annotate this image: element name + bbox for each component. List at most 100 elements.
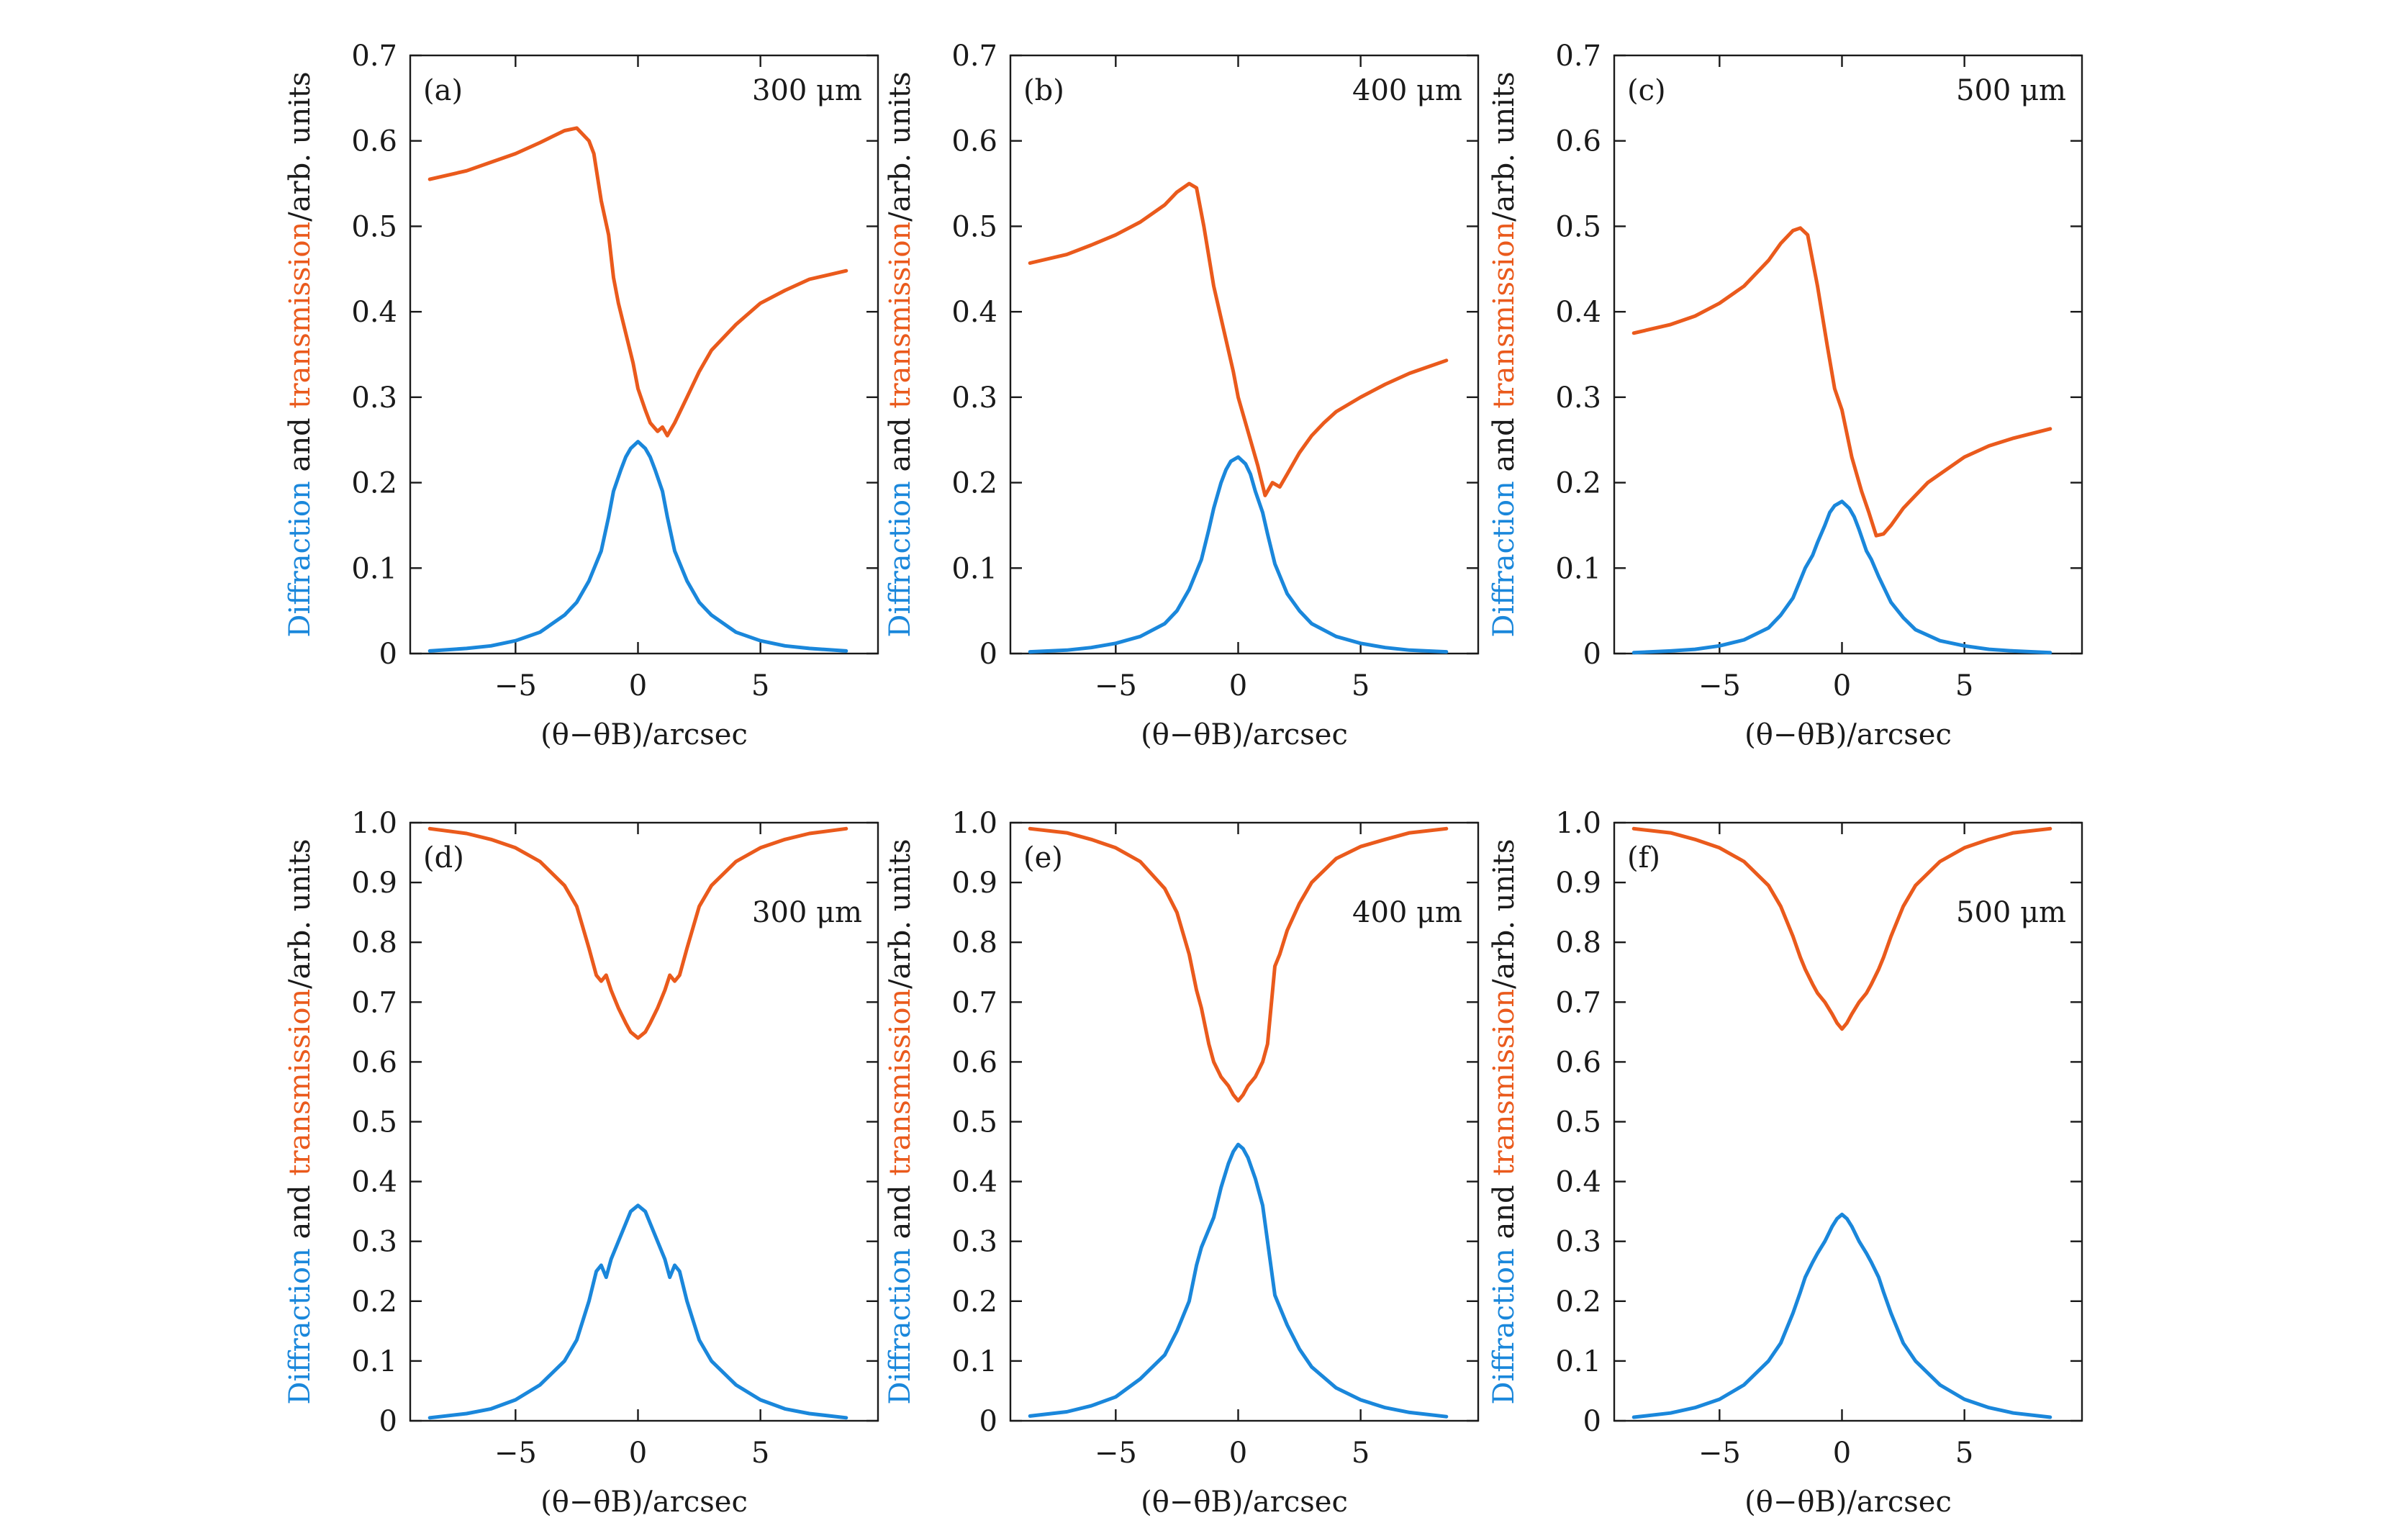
thickness-label: 500 μm	[1956, 896, 2066, 929]
y-label-and: and	[884, 1176, 917, 1249]
thickness-label: 400 μm	[1352, 74, 1462, 107]
chart-panel-4: 0 0.1 0.2 0.3 0.4 0.5 0.6 0.7 0.8 0.9 1.0 −5 0 5(θ−θB…	[284, 807, 879, 1519]
x-tick-label: −5	[1698, 1437, 1741, 1470]
y-tick-label: 0.2	[351, 467, 397, 500]
diffraction-curve	[1631, 1212, 2052, 1419]
y-label-and: and	[1488, 1176, 1521, 1249]
diffraction-curve	[1631, 500, 2052, 655]
y-label-and: and	[284, 1176, 317, 1249]
y-label-diffraction: Diffraction	[884, 481, 917, 637]
y-label-transmission: transmission	[284, 222, 317, 409]
y-label-units: /arb. units	[1488, 839, 1521, 988]
y-tick-label: 0.8	[1555, 926, 1601, 959]
x-tick-label: 5	[751, 669, 769, 702]
y-axis-label: Diffraction and transmission/arb. units	[1488, 71, 1521, 637]
plot-frame	[1613, 54, 2083, 655]
y-axis-label: Diffraction and transmission/arb. units	[884, 71, 917, 637]
y-tick-label: 0.1	[951, 552, 997, 585]
y-label-units: /arb. units	[284, 839, 317, 988]
panel-label: (f)	[1627, 841, 1660, 875]
diffraction-curve	[1028, 455, 1449, 654]
y-tick-label: 0.1	[1555, 1345, 1601, 1378]
x-tick-label: 5	[1352, 669, 1370, 702]
y-tick-label: 0	[979, 638, 997, 671]
y-tick-label: 0.6	[951, 1046, 997, 1079]
chart-panel-1: 0 0.1 0.2 0.3 0.4 0.5 0.6 0.7 −5 0 5(θ−θB)/arcsec D…	[284, 40, 879, 751]
y-tick-label: 0.9	[951, 867, 997, 900]
y-tick-label: 0.6	[951, 125, 997, 158]
x-axis-label: (θ−θB)/arcsec	[1141, 718, 1348, 751]
y-label-diffraction: Diffraction	[1488, 481, 1521, 637]
thickness-label: 500 μm	[1956, 74, 2066, 107]
y-tick-label: 0.7	[351, 40, 397, 73]
panel-label: (b)	[1023, 74, 1064, 107]
y-tick-label: 0.5	[351, 210, 397, 243]
y-tick-label: 0.8	[351, 926, 397, 959]
x-tick-label: 0	[1229, 669, 1247, 702]
panel-label: (a)	[423, 74, 463, 107]
y-label-diffraction: Diffraction	[284, 1248, 317, 1404]
y-tick-label: 1.0	[351, 807, 397, 840]
x-tick-label: 0	[1229, 1437, 1247, 1470]
transmission-curve	[427, 126, 848, 438]
diffraction-curve	[427, 440, 848, 653]
plot-frame	[1009, 54, 1480, 655]
transmission-curve	[1028, 181, 1449, 497]
y-label-transmission: transmission	[284, 989, 317, 1176]
x-tick-label: −5	[494, 669, 537, 702]
y-tick-label: 0	[379, 638, 397, 671]
x-axis-label: (θ−θB)/arcsec	[540, 718, 748, 751]
x-tick-label: −5	[494, 1437, 537, 1470]
y-tick-label: 0.3	[951, 381, 997, 415]
chart-panel-6: 0 0.1 0.2 0.3 0.4 0.5 0.6 0.7 0.8 0.9 1.0 −5 0 5(θ−θB…	[1488, 807, 2083, 1519]
panel-label: (e)	[1023, 841, 1063, 875]
y-label-diffraction: Diffraction	[884, 1248, 917, 1404]
y-tick-label: 0.4	[351, 296, 397, 329]
y-label-diffraction: Diffraction	[284, 481, 317, 637]
y-tick-label: 0.5	[951, 210, 997, 243]
x-tick-label: 0	[629, 1437, 647, 1470]
x-axis-label: (θ−θB)/arcsec	[1744, 718, 1952, 751]
transmission-curve	[1631, 826, 2052, 1031]
x-tick-label: −5	[1698, 669, 1741, 702]
y-label-and: and	[884, 409, 917, 482]
y-tick-label: 0.3	[1555, 1226, 1601, 1259]
y-tick-label: 0	[379, 1405, 397, 1438]
x-tick-label: −5	[1095, 669, 1137, 702]
y-tick-label: 0	[979, 1405, 997, 1438]
y-tick-label: 0.3	[351, 1226, 397, 1259]
x-tick-label: 5	[1955, 669, 1973, 702]
y-tick-label: 0.3	[951, 1226, 997, 1259]
y-tick-label: 0.6	[1555, 1046, 1601, 1079]
y-tick-label: 0	[1583, 638, 1601, 671]
y-tick-label: 0.1	[351, 552, 397, 585]
chart-panel-2: 0 0.1 0.2 0.3 0.4 0.5 0.6 0.7 −5 0 5(θ−θB)/arcsec D…	[884, 40, 1480, 751]
chart-panel-3: 0 0.1 0.2 0.3 0.4 0.5 0.6 0.7 −5 0 5(θ−θB)/arcsec D…	[1488, 40, 2083, 751]
x-tick-label: 5	[1352, 1437, 1370, 1470]
panel-label: (c)	[1627, 74, 1666, 107]
y-tick-label: 0.6	[351, 1046, 397, 1079]
y-tick-label: 1.0	[1555, 807, 1601, 840]
transmission-curve	[1028, 826, 1449, 1103]
diffraction-curve	[1028, 1142, 1449, 1419]
diffraction-curve	[427, 1203, 848, 1420]
y-tick-label: 0.5	[1555, 210, 1601, 243]
thickness-label: 300 μm	[752, 74, 862, 107]
y-tick-label: 0.2	[1555, 467, 1601, 500]
plot-frame	[409, 54, 879, 655]
y-tick-label: 0.1	[1555, 552, 1601, 585]
y-axis-label: Diffraction and transmission/arb. units	[884, 839, 917, 1404]
y-label-diffraction: Diffraction	[1488, 1248, 1521, 1404]
y-tick-label: 0.1	[951, 1345, 997, 1378]
x-tick-label: 0	[1833, 1437, 1851, 1470]
y-tick-label: 0.3	[1555, 381, 1601, 415]
y-label-transmission: transmission	[1488, 989, 1521, 1176]
y-tick-label: 0.5	[1555, 1106, 1601, 1139]
y-tick-label: 0.9	[351, 867, 397, 900]
y-tick-label: 0.4	[951, 1166, 997, 1199]
y-label-and: and	[1488, 409, 1521, 482]
y-tick-label: 0.2	[1555, 1285, 1601, 1319]
y-tick-label: 0.7	[351, 986, 397, 1019]
y-tick-label: 0.4	[351, 1166, 397, 1199]
